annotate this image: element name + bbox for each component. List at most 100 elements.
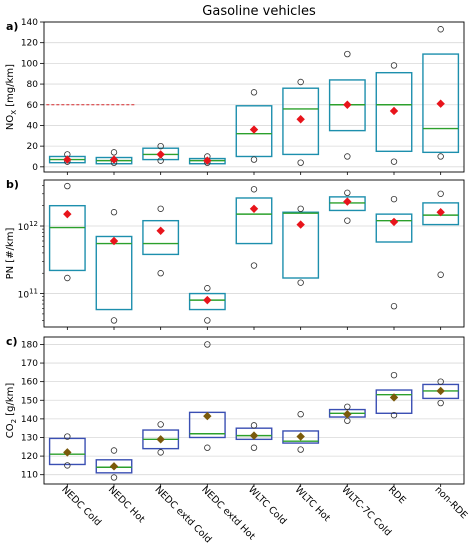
box [422, 202, 460, 226]
box [328, 196, 366, 212]
low-point [157, 270, 164, 277]
box [48, 437, 86, 466]
high-point [110, 447, 118, 454]
box [95, 459, 133, 474]
panel-label: b) [6, 178, 19, 191]
high-point [344, 403, 351, 410]
y-tick-label: 1011 [18, 288, 38, 301]
mean-marker [203, 156, 212, 165]
plot-frame [43, 21, 465, 173]
high-point [390, 371, 398, 379]
low-point [344, 153, 351, 160]
y-tick-label: 1012 [18, 220, 38, 233]
high-point [110, 209, 118, 216]
panel-2: 1011 1012 b) PN [#/km] [5, 178, 465, 330]
low-point [390, 158, 398, 165]
low-point [204, 444, 211, 451]
high-point [204, 285, 211, 292]
mean-marker [436, 386, 445, 396]
mean-marker [63, 448, 72, 457]
low-point [344, 217, 351, 224]
mean-marker [343, 197, 352, 206]
box [48, 204, 86, 272]
high-point [390, 195, 398, 203]
high-point [110, 149, 118, 156]
x-tick-label: NEDC Hot [106, 484, 147, 525]
low-point [64, 274, 71, 282]
y-tick-label: 160 [21, 378, 38, 388]
high-point [437, 190, 444, 197]
box [235, 197, 273, 245]
low-point [250, 262, 258, 269]
plot-frame [43, 179, 465, 328]
box [142, 219, 180, 256]
x-tick-label: WLTC Hot [293, 484, 333, 524]
y-tick-label: 100 [21, 59, 38, 69]
y-tick-label: 110 [21, 471, 38, 481]
low-point [157, 157, 164, 164]
high-point [157, 205, 164, 212]
y-tick-label: 170 [21, 359, 38, 369]
low-point [390, 303, 398, 310]
mean-marker [343, 100, 352, 109]
low-point [204, 317, 211, 324]
low-point [297, 279, 304, 286]
low-point [64, 462, 71, 469]
mean-marker [249, 125, 259, 134]
high-point [250, 186, 258, 193]
box [375, 213, 413, 243]
y-axis-label: NOX [mg/km] [5, 64, 18, 130]
mean-marker [436, 208, 445, 217]
y-tick-label: 140 [21, 18, 38, 28]
y-tick-label: 60 [27, 101, 39, 111]
y-tick-label: 150 [21, 396, 38, 406]
mean-marker [63, 209, 72, 219]
low-point [437, 153, 444, 160]
low-point [110, 317, 118, 324]
high-point [344, 189, 351, 197]
low-point [390, 411, 398, 419]
mean-marker [156, 226, 165, 235]
y-axis-label: PN [#/km] [5, 228, 16, 280]
high-point [344, 50, 351, 58]
mean-marker [203, 295, 212, 305]
high-point [437, 26, 444, 33]
mean-marker [296, 115, 305, 124]
mean-marker [109, 155, 119, 164]
high-point [437, 378, 444, 385]
y-tick-label: 120 [21, 452, 38, 462]
high-point [157, 142, 164, 150]
y-tick-label: 80 [27, 80, 39, 90]
figure-title: Gasoline vehicles [202, 4, 316, 19]
low-point [437, 271, 444, 278]
x-tick-label: NEDC Cold [59, 484, 103, 528]
mean-marker [296, 220, 305, 229]
low-point [110, 474, 118, 481]
high-point [204, 341, 211, 348]
y-tick-label: 0 [32, 163, 38, 173]
mean-marker [389, 393, 399, 402]
box [188, 292, 226, 311]
y-tick-label: 120 [21, 39, 38, 49]
y-tick-label: 40 [27, 121, 39, 131]
low-point [437, 399, 444, 407]
mean-marker [296, 432, 305, 441]
mean-marker [343, 410, 352, 419]
high-point [64, 182, 71, 190]
low-point [157, 449, 164, 456]
low-point [250, 156, 258, 163]
box [375, 71, 413, 153]
panel-label: c) [6, 335, 18, 348]
mean-marker [389, 106, 399, 116]
high-point [390, 62, 398, 69]
y-tick-label: 140 [21, 415, 38, 425]
x-tick-label: non-RDE [433, 484, 470, 521]
mean-marker [109, 462, 119, 471]
high-point [297, 205, 304, 212]
y-tick-label: 130 [21, 433, 38, 443]
mean-marker [249, 204, 259, 213]
high-point [297, 411, 304, 418]
low-point [297, 446, 304, 453]
